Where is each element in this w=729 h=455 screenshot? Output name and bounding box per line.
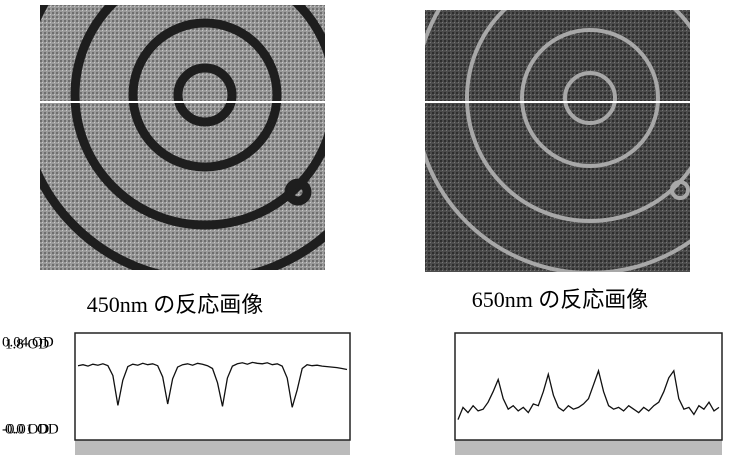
image-450nm <box>20 0 390 280</box>
image-650nm <box>415 0 729 273</box>
caption: 450nm の反応画像 <box>87 292 264 317</box>
figure: 450nm の反応画像 650nm の反応画像 1.8 OD0.0 OD0.04… <box>0 0 729 455</box>
caption: 650nm の反応画像 <box>472 287 649 312</box>
scale-bar <box>455 440 722 455</box>
plot-frame <box>75 333 350 440</box>
y-tick-label: -0.01 OD <box>2 422 59 438</box>
y-tick-label: 0.04 OD <box>2 334 54 350</box>
scale-bar <box>75 440 350 455</box>
